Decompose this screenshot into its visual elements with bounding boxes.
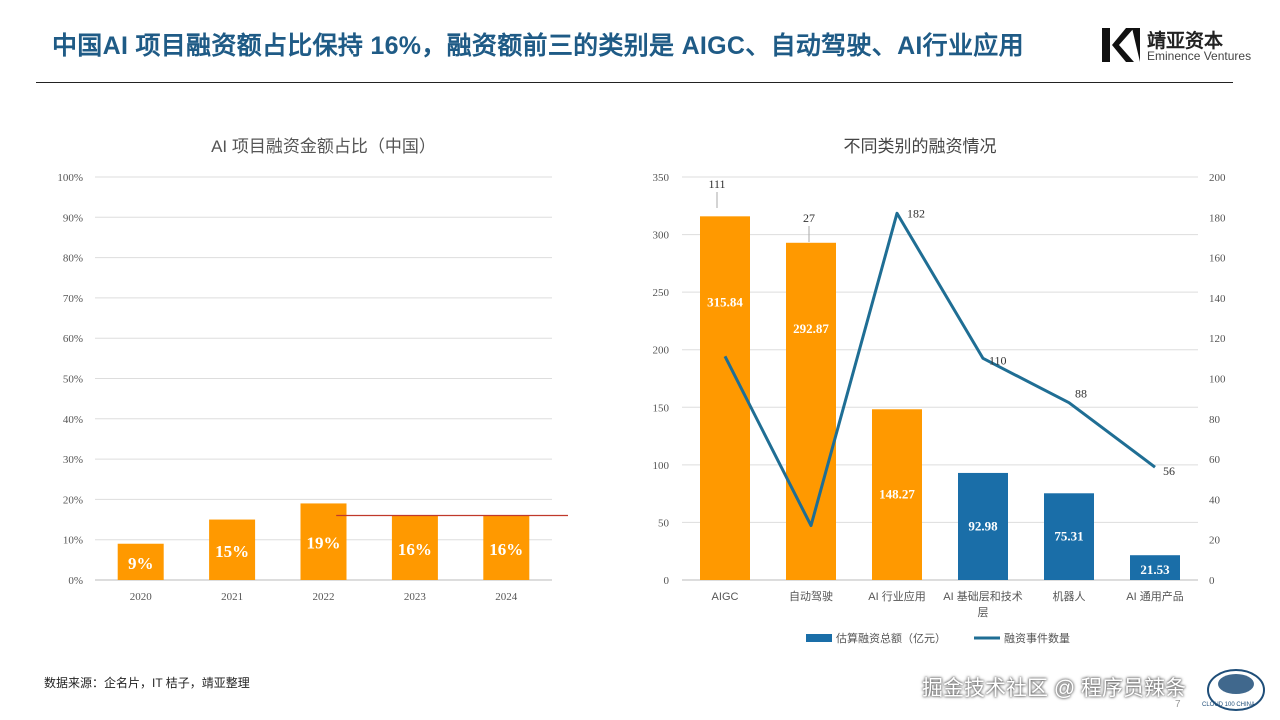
- y-right-tick-label: 100: [1209, 374, 1226, 386]
- y-tick-label: 80%: [63, 253, 83, 265]
- line-series-events: [723, 211, 1156, 528]
- x-tick-label: 2023: [404, 591, 427, 603]
- y-left-tick-label: 150: [653, 402, 670, 414]
- bar-value-label: 148.27: [879, 487, 915, 502]
- share-chart: AI 项目融资金额占比（中国） 0% 10% 20% 30% 40% 50% 60% 70% 80…: [57, 137, 568, 603]
- legend-swatch-bar: [806, 634, 832, 642]
- data-label: 19%: [307, 534, 341, 553]
- y-right-tick-label: 200: [1209, 172, 1226, 184]
- y-left-tick-label: 200: [653, 345, 670, 357]
- y-right-tick-label: 0: [1209, 575, 1215, 587]
- y-tick-label: 100%: [57, 172, 83, 184]
- chart-title: 不同类别的融资情况: [844, 137, 997, 156]
- y-tick-label: 0%: [68, 575, 83, 587]
- y-left-tick-label: 100: [653, 460, 670, 472]
- y-left-tick-label: 50: [658, 517, 670, 529]
- y-tick-label: 30%: [63, 454, 83, 466]
- y-right-tick-label: 80: [1209, 414, 1221, 426]
- y-left-tick-label: 0: [664, 575, 670, 587]
- y-tick-label: 50%: [63, 374, 83, 386]
- bar-AI 行业应用: [872, 409, 922, 580]
- bar-2022: [300, 503, 347, 580]
- x-tick-label: AIGC: [712, 591, 739, 603]
- line-value-label: 182: [907, 206, 925, 220]
- page-number: 7: [1175, 699, 1181, 710]
- legend-label-line: 融资事件数量: [1004, 632, 1070, 645]
- bar-value-label: 75.31: [1054, 529, 1083, 544]
- bar-AI 基础层和技术层: [958, 472, 1008, 580]
- y-right-tick-label: 140: [1209, 293, 1226, 305]
- page-title: 中国AI 项目融资额占比保持 16%，融资额前三的类别是 AIGC、自动驾驶、A…: [52, 32, 1024, 60]
- bar-机器人: [1044, 493, 1094, 580]
- bar-value-label: 21.53: [1140, 562, 1170, 577]
- logo-en-text: Eminence Ventures: [1147, 49, 1252, 63]
- bar-2024: [483, 515, 530, 580]
- data-label: 9%: [128, 554, 154, 573]
- y-right-tick-label: 20: [1209, 535, 1221, 547]
- x-tick-label: 2020: [130, 591, 153, 603]
- data-source-note: 数据来源：企名片，IT 桔子，靖亚整理: [44, 676, 250, 690]
- line-value-label: 27: [803, 211, 815, 225]
- y-left-tick-label: 250: [653, 287, 670, 299]
- bar-AIGC: [700, 216, 750, 580]
- y-right-tick-label: 160: [1209, 253, 1226, 265]
- chart-title: AI 项目融资金额占比（中国）: [211, 137, 436, 156]
- bar-value-label: 315.84: [707, 294, 743, 309]
- y-tick-label: 10%: [63, 535, 83, 547]
- data-label: 16%: [398, 540, 432, 559]
- x-tick-label: AI 行业应用: [868, 589, 925, 603]
- bar-AI 通用产品: [1130, 555, 1180, 580]
- bar-自动驾驶: [786, 242, 836, 580]
- y-tick-label: 70%: [63, 293, 83, 305]
- y-left-tick-label: 300: [653, 230, 670, 242]
- x-tick-label: 层: [978, 606, 989, 619]
- bar-value-label: 92.98: [968, 518, 998, 533]
- y-right-tick-label: 60: [1209, 454, 1221, 466]
- category-chart: 不同类别的融资情况 0 50 100 150 200 250 300 350 0 20 40 60 80 1…: [653, 137, 1227, 645]
- line-value-label: 111: [708, 177, 725, 191]
- bar-2021: [209, 519, 256, 580]
- x-tick-label: AI 通用产品: [1126, 589, 1183, 603]
- logo-cn-text: 靖亚资本: [1147, 31, 1224, 52]
- y-tick-label: 60%: [63, 333, 83, 345]
- data-label: 15%: [215, 542, 249, 561]
- bar-2023: [391, 515, 438, 580]
- logo-mark-icon: [1102, 28, 1140, 62]
- header-divider: [36, 82, 1233, 83]
- x-tick-label: 2022: [313, 591, 335, 603]
- x-tick-label: 2021: [221, 591, 243, 603]
- y-tick-label: 90%: [63, 212, 83, 224]
- y-left-tick-label: 350: [653, 172, 670, 184]
- y-right-tick-label: 40: [1209, 494, 1221, 506]
- x-tick-label: 机器人: [1053, 589, 1086, 603]
- x-tick-label: AI 基础层和技术: [943, 590, 1022, 603]
- watermark-text: 掘金技术社区 @ 程序员辣条: [922, 677, 1186, 700]
- line-value-label: 88: [1075, 387, 1087, 401]
- line-value-label: 110: [989, 353, 1007, 367]
- y-tick-label: 20%: [63, 494, 83, 506]
- brand-logo: 靖亚资本 Eminence Ventures: [1102, 26, 1267, 66]
- x-tick-label: 自动驾驶: [789, 589, 833, 603]
- cloud-badge-label: CLOUD 100 CHINA: [1202, 702, 1256, 708]
- legend-label-bar: 估算融资总额（亿元）: [836, 631, 946, 645]
- y-tick-label: 40%: [63, 414, 83, 426]
- y-right-tick-label: 120: [1209, 333, 1226, 345]
- data-label: 16%: [489, 540, 523, 559]
- bar-value-label: 292.87: [793, 321, 829, 336]
- line-value-label: 56: [1163, 464, 1175, 478]
- bar-2020: [117, 543, 164, 580]
- x-tick-label: 2024: [495, 591, 518, 603]
- cloud-badge-icon: [1207, 669, 1265, 711]
- y-right-tick-label: 180: [1209, 212, 1226, 224]
